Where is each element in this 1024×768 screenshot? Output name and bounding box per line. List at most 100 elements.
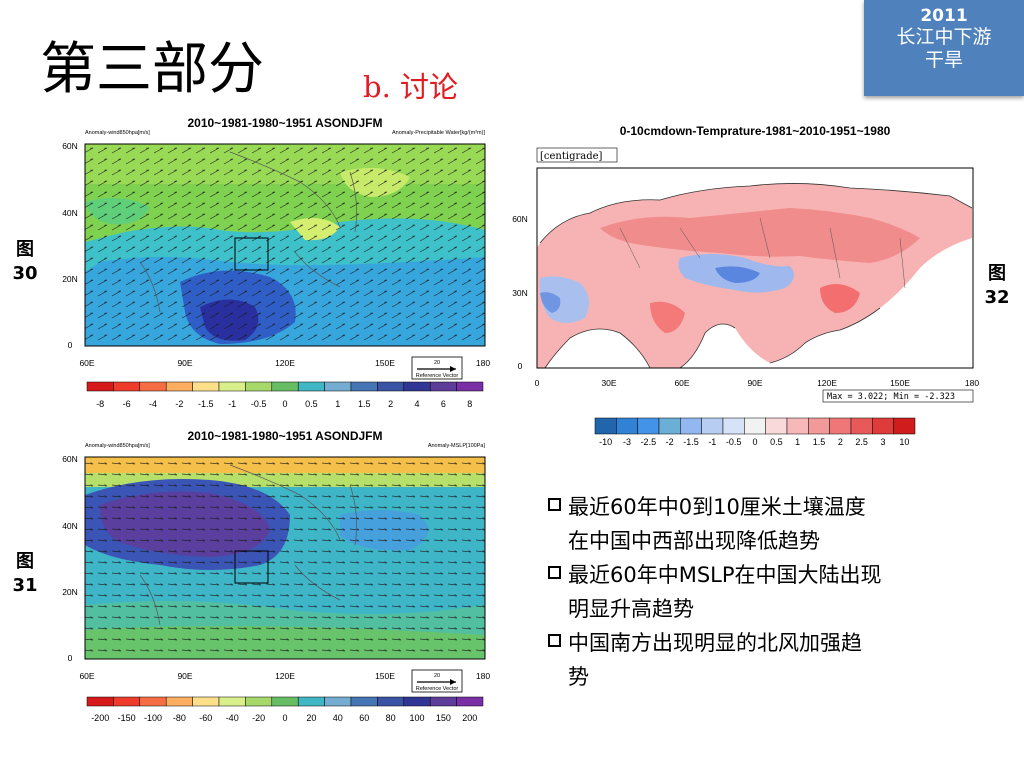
colorbar-cell — [165, 696, 193, 707]
colorbar-cell — [350, 381, 378, 392]
colorbar-cell — [377, 696, 405, 707]
fig30-lon-tick: 120E — [275, 358, 295, 368]
fig30-reference-vector: 20 Reference Vector — [411, 356, 463, 380]
fig31-label-top: 图 — [16, 551, 34, 572]
colorbar-cell — [245, 696, 273, 707]
fig31-cb-label: -150 — [118, 713, 136, 723]
fig31-map — [84, 456, 486, 660]
fig31-ref-label: Reference Vector — [416, 686, 459, 692]
colorbar-cell — [658, 417, 681, 435]
fig31-lat-tick: 40N — [62, 521, 78, 531]
bullet-line: 中国南方出现明显的北风加强趋 — [568, 631, 862, 655]
fig32-lat-tick: 30N — [512, 288, 528, 298]
fig30-ref-label: Reference Vector — [416, 373, 459, 379]
fig30-colorbar — [86, 381, 484, 392]
fig32-cb-label: -0.5 — [726, 437, 742, 447]
colorbar-cell — [324, 696, 352, 707]
page-title: 第三部分 — [40, 37, 264, 102]
colorbar-cell — [744, 417, 766, 435]
fig30-lon-tick: 150E — [375, 358, 395, 368]
fig30-cb-label: -1.5 — [198, 399, 214, 409]
colorbar-cell — [403, 696, 431, 707]
fig32-cb-label: -10 — [599, 437, 612, 447]
badge-year: 2011 — [920, 6, 968, 26]
fig32-cb-label: -1.5 — [683, 437, 699, 447]
fig30-cb-label: -4 — [149, 399, 157, 409]
colorbar-cell — [701, 417, 724, 435]
fig31-cb-label: 200 — [462, 713, 477, 723]
checkbox-square-icon — [548, 566, 561, 579]
colorbar-cell — [297, 381, 325, 392]
fig30-title: 2010~1981-1980~1951 ASONDJFM — [187, 116, 382, 130]
fig32-panel: 0-10cmdown-Temprature-1981~2010-1951~198… — [512, 124, 979, 447]
fig30-map — [84, 143, 486, 347]
fig32-lon-tick: 90E — [747, 378, 762, 388]
colorbar-cell — [786, 417, 809, 435]
fig32-label-top: 图 — [988, 263, 1006, 284]
fig30-colorbar-labels: -8 -6 -4 -2 -1.5 -1 -0.5 0 0.5 1 1.5 2 4… — [96, 399, 472, 409]
fig32-lon-tick: 60E — [674, 378, 689, 388]
colorbar-cell — [192, 381, 220, 392]
fig32-lon-tick: 30E — [601, 378, 616, 388]
colorbar-cell — [616, 417, 638, 435]
colorbar-cell — [872, 417, 894, 435]
fig32-cb-label: 3 — [880, 437, 885, 447]
fig31-ref-value: 20 — [434, 673, 440, 679]
colorbar-cell — [324, 381, 352, 392]
colorbar-cell — [765, 417, 788, 435]
fig30-lon-tick: 60E — [79, 358, 94, 368]
fig32-unit: [centigrade] — [540, 151, 603, 162]
badge-line2: 干旱 — [924, 49, 963, 71]
fig32-cb-label: -3 — [623, 437, 631, 447]
colorbar-cell — [271, 696, 299, 707]
fig31-lat-tick: 0 — [68, 653, 73, 663]
fig30-cb-label: 0 — [282, 399, 287, 409]
page-subtitle: b. 讨论 — [363, 70, 459, 104]
fig31-lon-tick: 180 — [476, 671, 490, 681]
fig32-title: 0-10cmdown-Temprature-1981~2010-1951~198… — [620, 124, 891, 138]
fig31-reference-vector: 20 Reference Vector — [411, 669, 463, 693]
colorbar-cell — [808, 417, 830, 435]
colorbar-cell — [218, 381, 246, 392]
fig30-label-top: 图 — [16, 239, 34, 260]
fig30-panel: 2010~1981-1980~1951 ASONDJFM Anomaly-win… — [62, 116, 490, 409]
colorbar-cell — [297, 696, 325, 707]
colorbar-cell — [86, 696, 114, 707]
year-badge: 2011 长江中下游 干旱 — [864, 0, 1024, 96]
fig30-lat-tick: 20N — [62, 274, 78, 284]
colorbar-cell — [594, 417, 617, 435]
colorbar-cell — [722, 417, 745, 435]
fig32-cb-label: 0.5 — [770, 437, 783, 447]
fig30-label: 图 30 — [10, 238, 40, 286]
colorbar-cell — [829, 417, 852, 435]
fig31-label: 图 31 — [10, 550, 40, 598]
fig32-cb-label: 0 — [752, 437, 757, 447]
fig31-left-note: Anomaly-wind850hpa[m/s] — [85, 443, 150, 449]
fig31-cb-label: -100 — [144, 713, 162, 723]
fig32-cb-label: 1.5 — [813, 437, 826, 447]
fig32-cb-label: 10 — [899, 437, 909, 447]
fig30-lon-tick: 90E — [177, 358, 192, 368]
fig30-cb-label: -8 — [96, 399, 104, 409]
fig31-colorbar-labels: -200 -150 -100 -80 -60 -40 -20 0 20 40 6… — [91, 713, 477, 723]
fig32-label-num: 32 — [984, 287, 1010, 308]
fig31-lon-tick: 90E — [177, 671, 192, 681]
fig30-cb-label: 1 — [335, 399, 340, 409]
fig32-maxmin: Max = 3.022; Min = -2.323 — [827, 392, 955, 402]
colorbar-cell — [113, 696, 141, 707]
colorbar-cell — [429, 381, 457, 392]
fig30-cb-label: -2 — [175, 399, 183, 409]
fig32-label: 图 32 — [982, 262, 1012, 310]
fig31-cb-label: 0 — [282, 713, 287, 723]
fig32-cb-label: 2.5 — [855, 437, 868, 447]
bullet-line: 明显升高趋势 — [568, 597, 694, 621]
fig32-cb-label: -2.5 — [641, 437, 657, 447]
fig30-cb-label: -0.5 — [251, 399, 267, 409]
fig31-lon-tick: 150E — [375, 671, 395, 681]
fig32-lon-tick: 120E — [817, 378, 837, 388]
badge-line1: 长江中下游 — [896, 26, 992, 48]
fig32-colorbar — [594, 417, 916, 435]
bullet-line: 最近60年中0到10厘米土壤温度 — [568, 495, 866, 519]
checkbox-square-icon — [548, 498, 561, 511]
colorbar-cell — [271, 381, 299, 392]
